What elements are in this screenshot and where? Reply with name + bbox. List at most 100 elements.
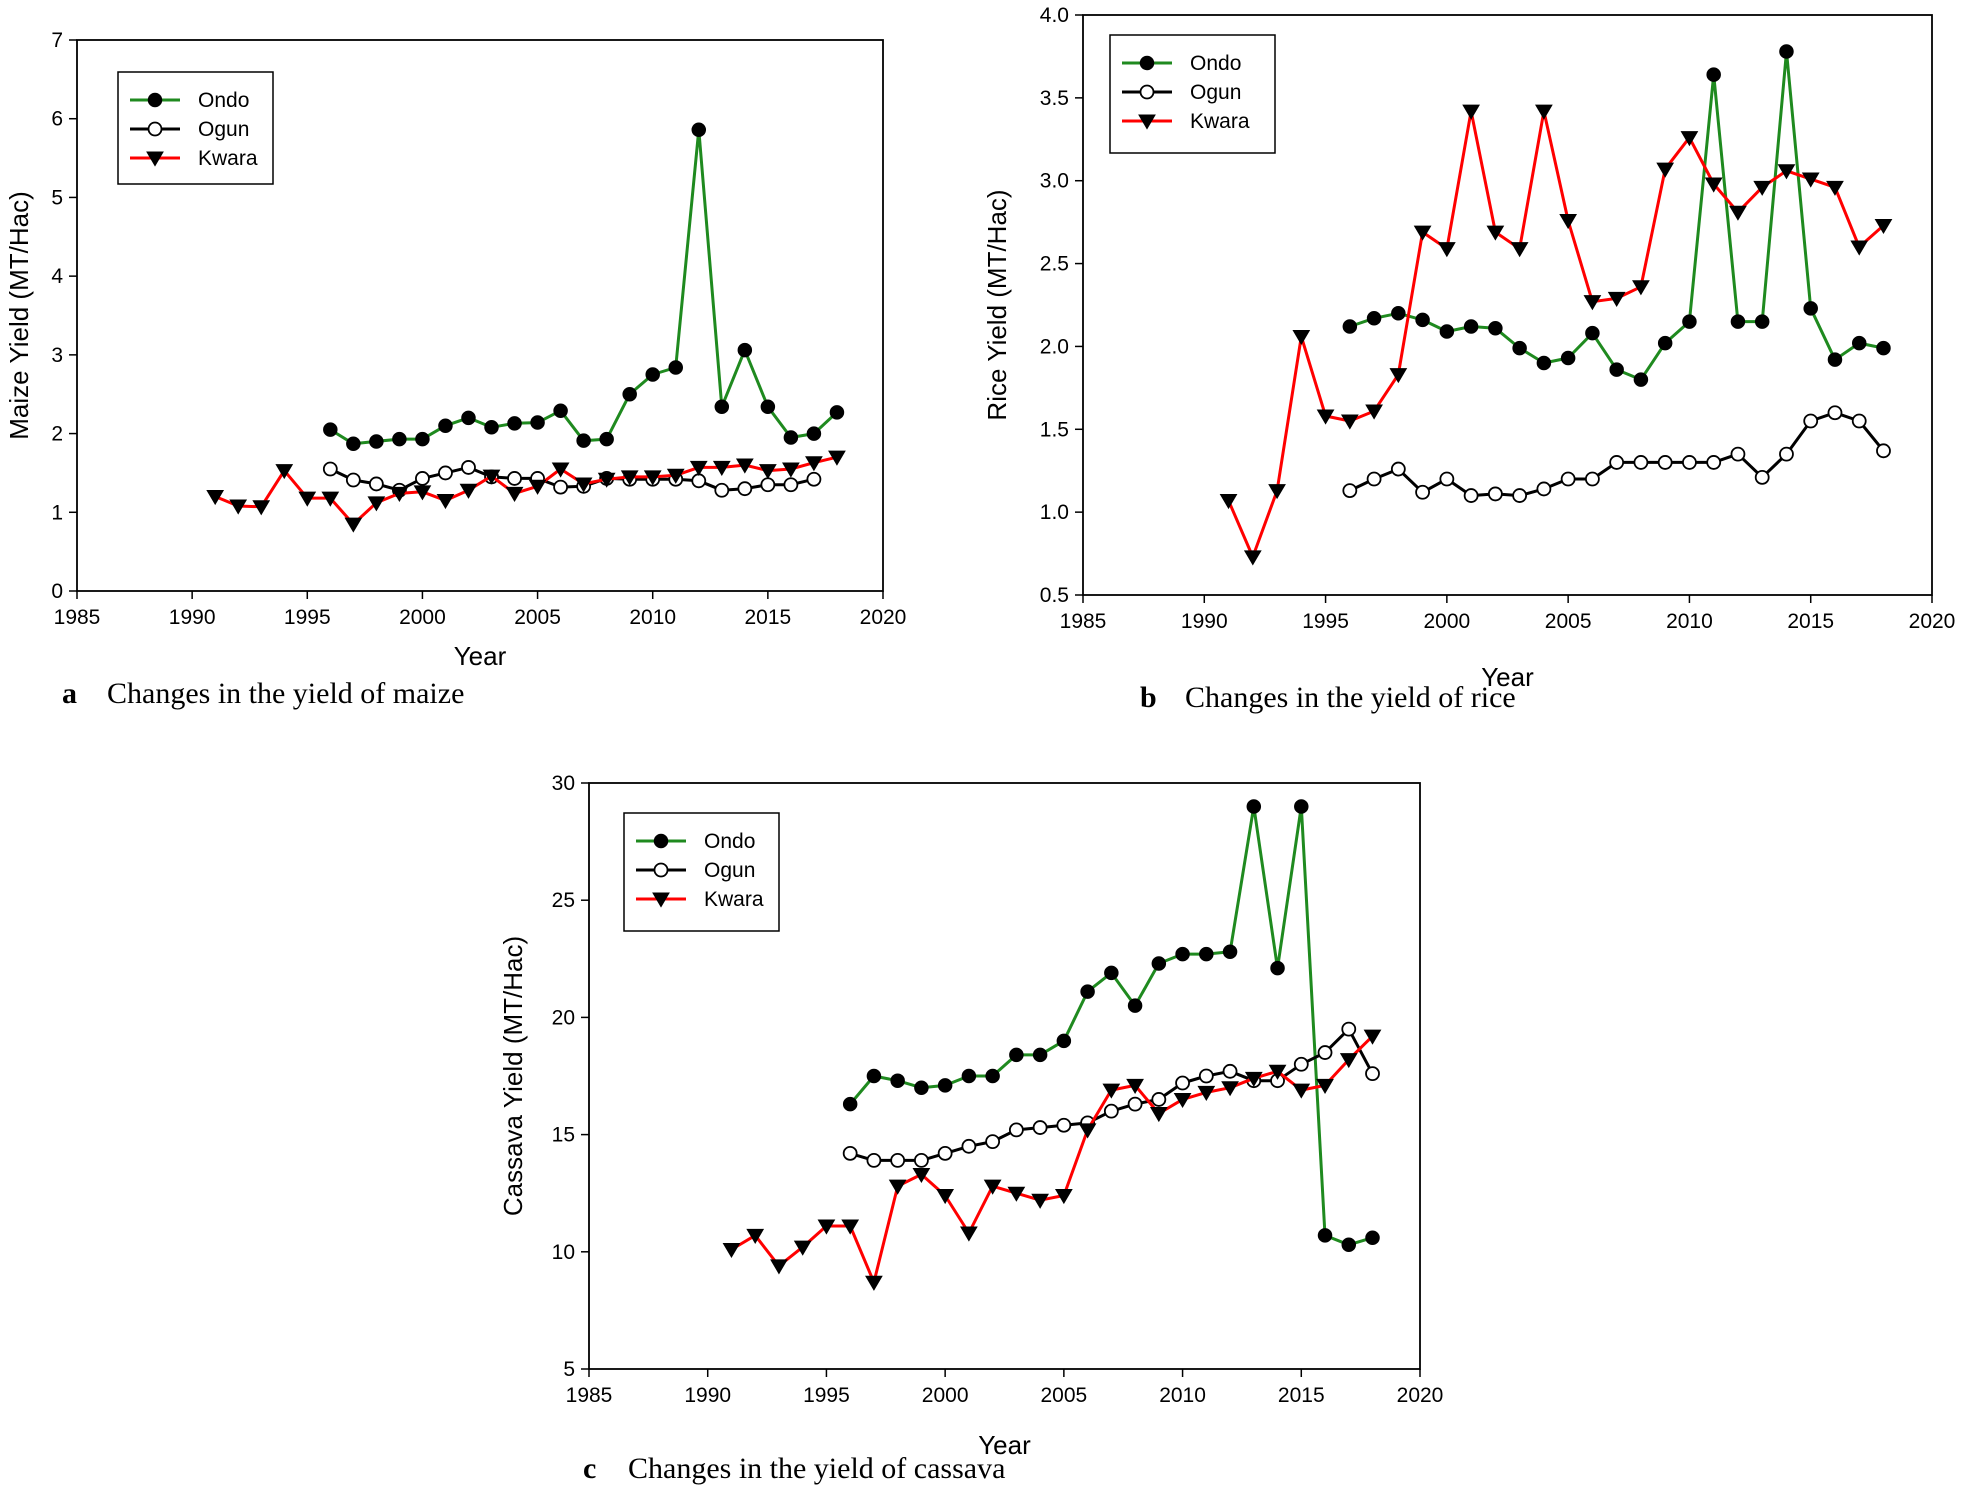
data-point-ondo [1391, 306, 1406, 321]
x-tick-label: 1990 [169, 606, 216, 629]
data-point-kwara [344, 517, 363, 533]
x-tick-label: 1990 [684, 1384, 731, 1407]
y-tick-label: 1.5 [1040, 418, 1069, 441]
data-point-ondo [1056, 1033, 1072, 1049]
data-point-ondo [783, 430, 799, 445]
y-tick-label: 20 [552, 1006, 575, 1029]
legend-marker-ogun [653, 862, 669, 878]
data-point-ogun [1008, 1122, 1024, 1138]
y-tick-label: 25 [552, 889, 575, 912]
data-point-ondo [1560, 350, 1576, 366]
x-axis-title: Year [1481, 662, 1534, 692]
data-point-ondo [890, 1073, 905, 1088]
data-point-kwara [620, 470, 639, 486]
legend-label-ogun: Ogun [704, 859, 755, 882]
data-point-kwara [390, 486, 409, 502]
data-point-kwara [1363, 1029, 1382, 1045]
legend-label-ondo: Ondo [198, 89, 249, 112]
legend-marker-kwara [652, 892, 670, 908]
data-point-ogun [890, 1152, 906, 1168]
data-point-ondo [985, 1068, 1000, 1084]
data-point-ondo [1585, 325, 1600, 341]
data-point-kwara [841, 1219, 860, 1235]
data-point-ondo [438, 418, 453, 433]
legend-label-ondo: Ondo [704, 830, 755, 853]
chart-panel-a: 1985 1990 1995 2000 2005 2010 2015 2020 0 1 2 3 4 5 6 7… [4, 29, 906, 710]
data-point-ogun [1056, 1117, 1072, 1133]
data-point-ogun [1366, 471, 1382, 487]
y-tick-label: 3.5 [1040, 87, 1069, 110]
data-point-ogun [1175, 1075, 1190, 1091]
data-point-kwara [936, 1189, 955, 1205]
data-point-ogun [368, 476, 384, 492]
data-point-ogun [1609, 455, 1625, 470]
data-point-ondo [866, 1068, 882, 1084]
data-point-kwara [1486, 225, 1505, 241]
data-point-kwara [528, 479, 547, 495]
x-tick-label: 2015 [1787, 610, 1834, 633]
chart-panel-c: 1985 1990 1995 2000 2005 2010 2015 2020 5 10 15 20 2… [498, 772, 1443, 1485]
data-point-kwara [817, 1219, 836, 1235]
data-point-ondo [369, 434, 384, 449]
legend-marker-ondo [653, 833, 669, 849]
legend-label-kwara: Kwara [1190, 110, 1250, 133]
data-point-kwara [1826, 180, 1844, 196]
data-point-ogun [1754, 469, 1770, 485]
data-point-ogun [1585, 471, 1600, 487]
data-point-kwara [436, 493, 455, 510]
data-point-kwara [1173, 1092, 1192, 1109]
data-point-ogun [1463, 488, 1479, 503]
data-point-kwara [888, 1179, 907, 1195]
data-point-kwara [1268, 484, 1286, 500]
x-tick-label: 2005 [1040, 1384, 1087, 1407]
series-kwara [722, 1029, 1382, 1291]
y-tick-label: 6 [51, 108, 63, 131]
data-point-ondo [461, 410, 476, 426]
plot-frame [76, 39, 884, 592]
data-point-ogun [1560, 471, 1576, 487]
y-tick-label: 0.5 [1040, 584, 1069, 607]
data-point-ogun [1198, 1068, 1214, 1084]
x-tick-label: 2000 [922, 1384, 969, 1407]
data-point-kwara [298, 491, 317, 507]
x-tick-label: 2015 [744, 606, 791, 629]
data-point-ondo [1151, 956, 1167, 971]
data-point-kwara [1729, 205, 1747, 221]
legend-label-ogun: Ogun [1190, 81, 1241, 104]
series-ondo [1342, 44, 1891, 387]
data-point-ogun [1342, 483, 1358, 499]
series-line-ondo [1349, 50, 1884, 382]
data-point-ondo [1730, 314, 1746, 329]
data-point-kwara [1316, 1078, 1334, 1094]
data-point-ogun [961, 1138, 977, 1154]
data-point-kwara [722, 1242, 741, 1259]
data-point-ogun [322, 461, 338, 477]
data-point-ondo [1803, 301, 1818, 316]
legend-marker-ondo [147, 92, 163, 108]
data-point-ondo [1104, 965, 1119, 981]
legend-marker-kwara [146, 151, 164, 167]
data-point-ogun [1487, 486, 1503, 502]
data-point-ogun [461, 460, 476, 475]
data-point-kwara [1316, 409, 1335, 425]
data-point-kwara [1102, 1083, 1121, 1099]
data-point-kwara [1801, 172, 1820, 188]
y-tick-label: 1 [51, 501, 63, 524]
data-point-kwara [413, 485, 432, 501]
data-point-kwara [1268, 1064, 1287, 1080]
data-point-kwara [689, 460, 708, 477]
caption-text: Changes in the yield of rice [1185, 681, 1516, 714]
y-tick-label: 4 [51, 265, 63, 288]
data-point-ondo [1779, 44, 1794, 59]
y-axis-title: Cassava Yield (MT/Hac) [498, 936, 528, 1216]
data-point-ogun [1536, 481, 1552, 497]
x-tick-label: 1995 [284, 606, 331, 629]
data-point-ogun [1633, 455, 1649, 470]
data-point-ondo [1512, 340, 1527, 356]
data-point-ondo [576, 433, 591, 448]
data-point-ondo [1080, 984, 1095, 999]
data-point-kwara [1753, 180, 1772, 196]
series-ondo [323, 122, 845, 452]
x-tick-label: 1990 [1181, 610, 1228, 633]
data-point-ogun [1851, 413, 1867, 429]
